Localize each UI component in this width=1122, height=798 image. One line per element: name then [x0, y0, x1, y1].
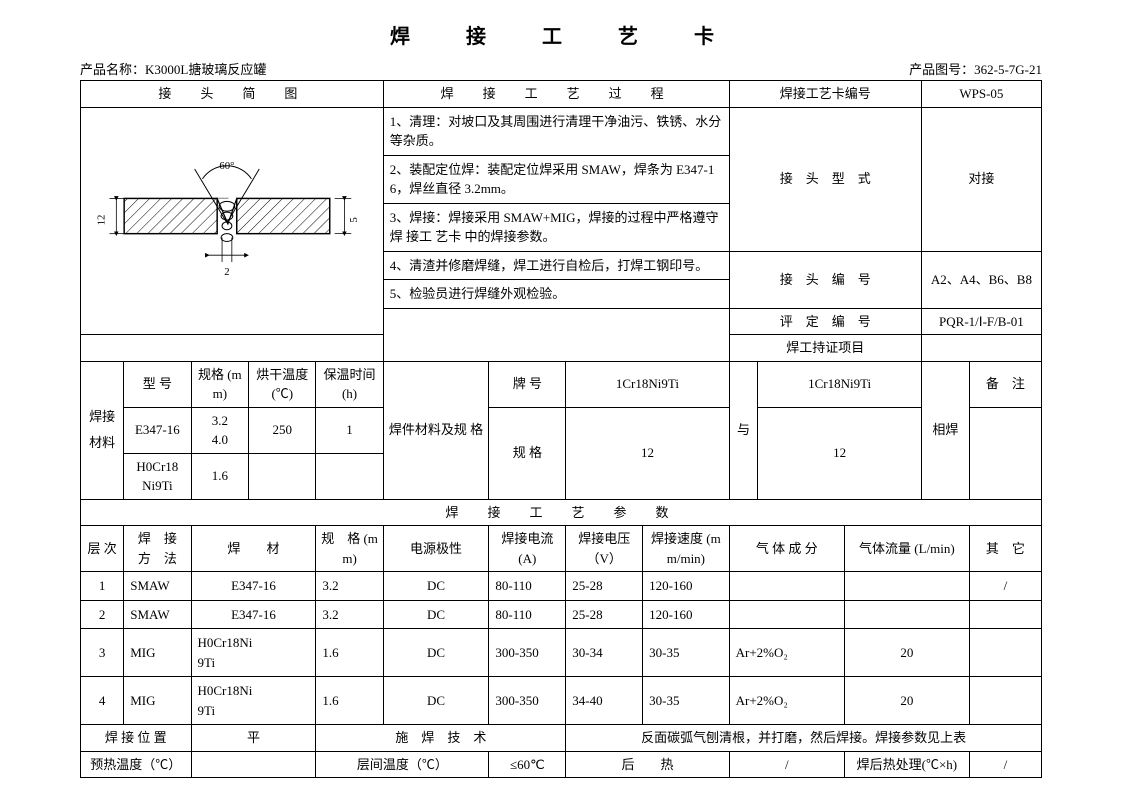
svg-text:2: 2 — [224, 266, 229, 278]
post: / — [729, 751, 844, 778]
remark-cell — [969, 407, 1041, 499]
materials-group-label: 焊接材料 — [81, 361, 124, 499]
mat-h-hold: 保温时间 (h) — [316, 361, 383, 407]
mat-r2-model: H0Cr18 Ni9Ti — [124, 453, 191, 499]
preheat-label: 预热温度（℃） — [81, 751, 192, 778]
spec1: 12 — [566, 407, 729, 499]
mat-h-dry: 烘干温度 (℃) — [249, 361, 316, 407]
p-h-voltage: 焊接电压 （V） — [566, 526, 643, 572]
p-h-flow: 气体流量 (L/min) — [844, 526, 969, 572]
brand-label: 牌 号 — [489, 361, 566, 407]
post-label: 后 热 — [566, 751, 729, 778]
remark-label: 备 注 — [969, 361, 1041, 407]
process-step-4: 4、清渣并修磨焊缝，焊工进行自检后，打焊工钢印号。 — [383, 251, 729, 280]
product-drawing: 362-5-7G-21 — [974, 62, 1042, 77]
page-title: 焊 接 工 艺 卡 — [80, 20, 1042, 49]
p-h-spec: 规 格 (mm) — [316, 526, 383, 572]
pwht: / — [969, 751, 1041, 778]
mat-r2-dry — [249, 453, 316, 499]
mat-r2-hold — [316, 453, 383, 499]
mat-h-spec: 规格 (mm) — [191, 361, 249, 407]
mat-r1-spec: 3.2 4.0 — [191, 407, 249, 453]
joint-diagram-cell: 60° 5 12 2 — [81, 107, 384, 335]
p-h-speed: 焊接速度 (mm/min) — [643, 526, 729, 572]
svg-text:12: 12 — [96, 215, 108, 226]
joint-no: A2、A4、B6、B8 — [921, 251, 1041, 308]
p-h-current: 焊接电流 (A) — [489, 526, 566, 572]
welder-cert-label: 焊工持证项目 — [729, 335, 921, 362]
assess-no: PQR-1/Ⅰ-F/B-01 — [921, 308, 1041, 335]
tech: 反面碳弧气刨清根，并打磨，然后焊接。焊接参数见上表 — [566, 725, 1042, 752]
brand2: 1Cr18Ni9Ti — [758, 361, 921, 407]
process-step-3: 3、焊接：焊接采用 SMAW+MIG，焊接的过程中严格遵守焊 接工 艺卡 中的焊… — [383, 203, 729, 251]
mat-h-model: 型 号 — [124, 361, 191, 407]
param-row-2: 2 SMAW E347-16 3.2 DC 80-110 25-28 120-1… — [81, 600, 1042, 629]
process-empty — [383, 308, 729, 361]
joint-no-label: 接 头 编 号 — [729, 251, 921, 308]
process-title: 焊 接 工 艺 过 程 — [383, 81, 729, 108]
process-step-1: 1、清理：对坡口及其周围进行清理干净油污、铁锈、水分等杂质。 — [383, 107, 729, 155]
param-row-1: 1 SMAW E347-16 3.2 DC 80-110 25-28 120-1… — [81, 572, 1042, 601]
mat-r1-dry: 250 — [249, 407, 316, 453]
position: 平 — [191, 725, 316, 752]
params-title: 焊 接 工 艺 参 数 — [81, 499, 1042, 526]
product-drawing-label: 产品图号： — [909, 62, 974, 77]
p-h-method: 焊 接 方 法 — [124, 526, 191, 572]
p-h-other: 其 它 — [969, 526, 1041, 572]
spec-label: 规 格 — [489, 407, 566, 499]
workpiece-label: 焊件材料及规 格 — [383, 361, 489, 499]
joint-type-label: 接 头 型 式 — [729, 107, 921, 251]
product-name-label: 产品名称： — [80, 62, 145, 77]
mat-weldwith: 相焊 — [921, 361, 969, 499]
p-h-layer: 层 次 — [81, 526, 124, 572]
mat-r1-model: E347-16 — [124, 407, 191, 453]
p-h-material: 焊 材 — [191, 526, 316, 572]
svg-text:60°: 60° — [219, 160, 234, 172]
param-row-3: 3 MIG H0Cr18Ni 9Ti 1.6 DC 300-350 30-34 … — [81, 629, 1042, 677]
assess-no-label: 评 定 编 号 — [729, 308, 921, 335]
interpass-label: 层间温度（℃） — [316, 751, 489, 778]
spec2: 12 — [758, 407, 921, 499]
svg-text:5: 5 — [348, 217, 360, 222]
tech-label: 施 焊 技 术 — [316, 725, 566, 752]
param-row-4: 4 MIG H0Cr18Ni 9Ti 1.6 DC 300-350 34-40 … — [81, 677, 1042, 725]
card-no: WPS-05 — [921, 81, 1041, 108]
joint-type: 对接 — [921, 107, 1041, 251]
position-label: 焊 接 位 置 — [81, 725, 192, 752]
preheat — [191, 751, 316, 778]
header-row: 产品名称：K3000L搪玻璃反应罐 产品图号：362-5-7G-21 — [80, 59, 1042, 78]
process-step-2: 2、装配定位焊：装配定位焊采用 SMAW，焊条为 E347-16，焊丝直径 3.… — [383, 155, 729, 203]
process-step-5: 5、检验员进行焊缝外观检验。 — [383, 280, 729, 309]
mat-r2-spec: 1.6 — [191, 453, 249, 499]
main-table: 接 头 简 图 焊 接 工 艺 过 程 焊接工艺卡编号 WPS-05 — [80, 80, 1042, 778]
joint-diagram-svg: 60° 5 12 2 — [85, 128, 379, 308]
interpass: ≤60℃ — [489, 751, 566, 778]
welder-cert — [921, 335, 1041, 362]
pwht-label: 焊后热处理(℃×h) — [844, 751, 969, 778]
mat-r1-hold: 1 — [316, 407, 383, 453]
diagram-empty-bottom — [81, 335, 384, 362]
product-name: K3000L搪玻璃反应罐 — [145, 62, 266, 77]
card-no-label: 焊接工艺卡编号 — [729, 81, 921, 108]
brand1: 1Cr18Ni9Ti — [566, 361, 729, 407]
diagram-title: 接 头 简 图 — [81, 81, 384, 108]
mat-and: 与 — [729, 361, 758, 499]
p-h-polarity: 电源极性 — [383, 526, 489, 572]
p-h-gas: 气 体 成 分 — [729, 526, 844, 572]
